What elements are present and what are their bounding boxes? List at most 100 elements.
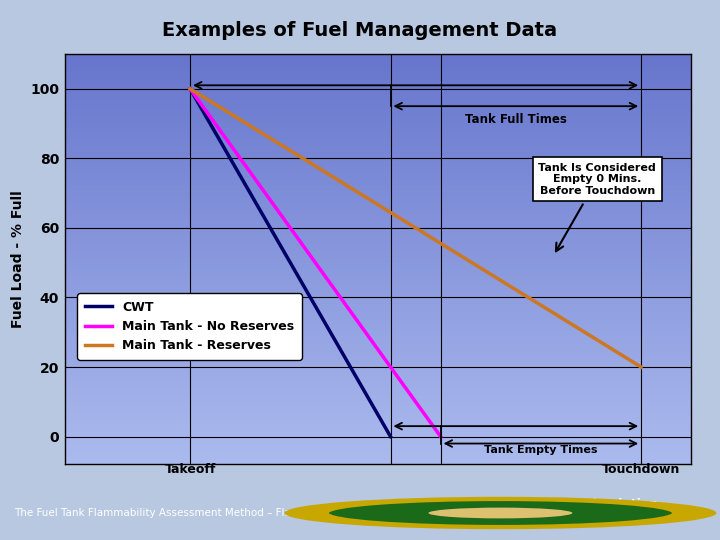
Circle shape	[428, 508, 572, 518]
Bar	[65, 251, 691, 253]
Bar	[65, 140, 691, 142]
Bar	[65, 294, 691, 296]
Bar	[65, 264, 691, 265]
Bar	[65, 214, 691, 216]
Bar	[65, 366, 691, 368]
Bar	[65, 306, 691, 308]
Bar	[65, 159, 691, 161]
Bar	[65, 130, 691, 132]
Bar	[65, 154, 691, 157]
Bar	[65, 440, 691, 442]
Bar	[65, 54, 691, 56]
Bar	[65, 444, 691, 446]
Bar	[65, 179, 691, 181]
Bar	[65, 152, 691, 154]
Bar	[65, 431, 691, 434]
Bar	[65, 308, 691, 310]
Bar	[65, 331, 691, 333]
Bar	[65, 305, 691, 306]
Bar	[65, 136, 691, 138]
Bar	[65, 239, 691, 241]
Bar	[65, 218, 691, 220]
Bar	[65, 417, 691, 419]
Bar	[65, 300, 691, 302]
Bar	[65, 206, 691, 208]
Bar	[65, 66, 691, 69]
Bar	[65, 62, 691, 64]
Bar	[65, 224, 691, 226]
Bar	[65, 409, 691, 411]
Bar	[65, 126, 691, 128]
Bar	[65, 321, 691, 323]
Bar	[65, 397, 691, 399]
Bar	[65, 460, 691, 462]
Bar	[65, 401, 691, 403]
Bar	[65, 148, 691, 151]
Bar	[65, 448, 691, 450]
Bar	[65, 208, 691, 210]
Bar	[65, 272, 691, 274]
Bar	[65, 454, 691, 456]
Bar	[65, 413, 691, 415]
Bar	[65, 346, 691, 347]
Bar	[65, 134, 691, 136]
Bar	[65, 241, 691, 243]
Text: Tank Full Times: Tank Full Times	[465, 113, 567, 126]
Bar	[65, 72, 691, 75]
Circle shape	[284, 497, 716, 529]
Bar	[65, 319, 691, 321]
Bar	[65, 64, 691, 66]
Bar	[65, 173, 691, 175]
Bar	[65, 243, 691, 245]
Bar	[65, 407, 691, 409]
Bar	[65, 337, 691, 339]
Bar	[65, 118, 691, 120]
Bar	[65, 83, 691, 85]
Bar	[65, 195, 691, 198]
Bar	[65, 429, 691, 431]
Bar	[65, 120, 691, 122]
Bar	[65, 434, 691, 436]
Bar	[65, 349, 691, 352]
Legend: CWT, Main Tank - No Reserves, Main Tank - Reserves: CWT, Main Tank - No Reserves, Main Tank …	[77, 293, 302, 360]
Bar	[65, 364, 691, 366]
Bar	[65, 372, 691, 374]
Bar	[65, 261, 691, 264]
Bar	[65, 95, 691, 97]
Bar	[65, 60, 691, 62]
Bar	[65, 185, 691, 187]
Bar	[65, 167, 691, 169]
Bar	[65, 360, 691, 362]
Bar	[65, 175, 691, 177]
Bar	[65, 335, 691, 337]
Bar	[65, 325, 691, 327]
Bar	[65, 333, 691, 335]
Bar	[65, 405, 691, 407]
Bar	[65, 56, 691, 58]
Bar	[65, 438, 691, 440]
Bar	[65, 138, 691, 140]
Bar	[65, 284, 691, 286]
Text: Touchdown: Touchdown	[602, 463, 680, 476]
Bar	[65, 296, 691, 298]
Bar	[65, 111, 691, 113]
Bar	[65, 128, 691, 130]
Bar	[65, 234, 691, 237]
Bar	[65, 181, 691, 183]
Bar	[65, 357, 691, 360]
Bar	[65, 259, 691, 261]
Bar	[65, 113, 691, 116]
Bar	[65, 313, 691, 315]
Bar	[65, 110, 691, 111]
Bar	[65, 187, 691, 190]
Bar	[65, 286, 691, 288]
Bar	[65, 249, 691, 251]
Bar	[65, 428, 691, 429]
Bar	[65, 132, 691, 134]
Text: Tank Empty Times: Tank Empty Times	[484, 446, 598, 455]
Bar	[65, 275, 691, 278]
Bar	[65, 216, 691, 218]
Bar	[65, 237, 691, 239]
Bar	[65, 374, 691, 376]
Bar	[65, 290, 691, 292]
